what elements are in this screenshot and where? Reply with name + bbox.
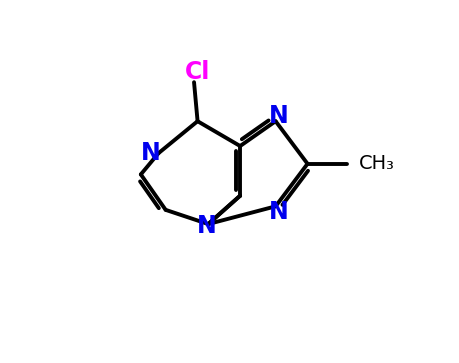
Text: N: N [269, 104, 289, 128]
Text: N: N [141, 141, 161, 165]
Text: Cl: Cl [185, 60, 210, 83]
Text: N: N [196, 214, 216, 238]
Text: CH₃: CH₃ [359, 154, 395, 173]
Text: N: N [269, 200, 289, 224]
